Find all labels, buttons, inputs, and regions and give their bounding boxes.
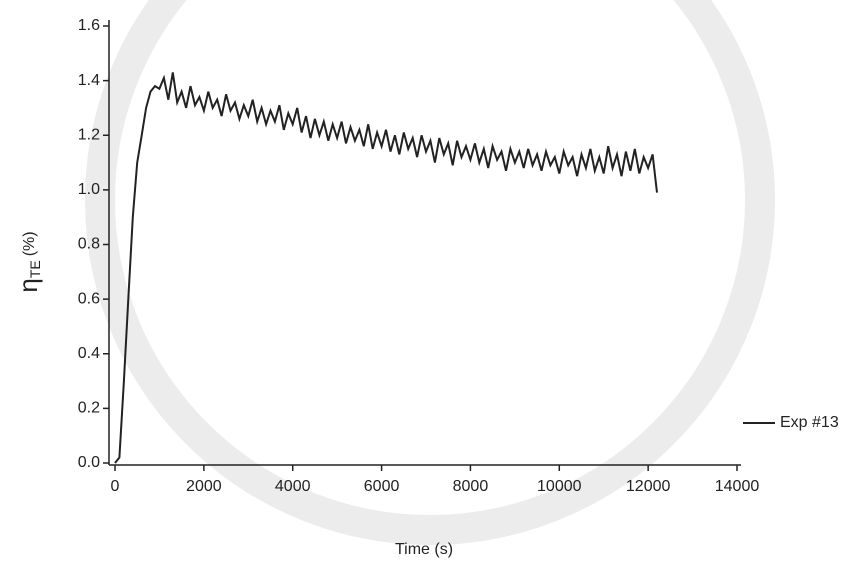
x-tick-label: 4000 xyxy=(275,478,311,495)
y-tick-label: 1.0 xyxy=(78,181,100,198)
x-tick-label: 8000 xyxy=(453,478,489,495)
y-tick-label: 0.8 xyxy=(78,236,100,253)
y-tick-label: 0.6 xyxy=(78,290,100,307)
x-tick-label: 0 xyxy=(111,478,120,495)
data-line xyxy=(114,72,658,464)
y-tick-label: 1.2 xyxy=(78,126,100,143)
y-label-subscript: TE xyxy=(27,260,43,278)
y-tick-label: 0.0 xyxy=(78,454,100,471)
x-tick-label: 10000 xyxy=(537,478,582,495)
y-label-symbol: η xyxy=(13,278,43,292)
x-axis-label: Time (s) xyxy=(395,541,453,558)
watermark xyxy=(85,0,775,545)
y-tick-label: 1.4 xyxy=(78,72,100,89)
x-tick-label: 14000 xyxy=(715,478,760,495)
y-axis-label: ηTE (%) xyxy=(13,231,43,292)
y-tick-label: 0.2 xyxy=(78,400,100,417)
x-tick-label: 2000 xyxy=(186,478,222,495)
x-tick-label: 6000 xyxy=(364,478,400,495)
y-label-unit: (%) xyxy=(21,231,38,256)
y-tick-label: 1.6 xyxy=(78,17,100,34)
legend-label: Exp #13 xyxy=(780,414,839,431)
y-tick-label: 0.4 xyxy=(78,345,100,362)
x-tick-label: 12000 xyxy=(626,478,671,495)
